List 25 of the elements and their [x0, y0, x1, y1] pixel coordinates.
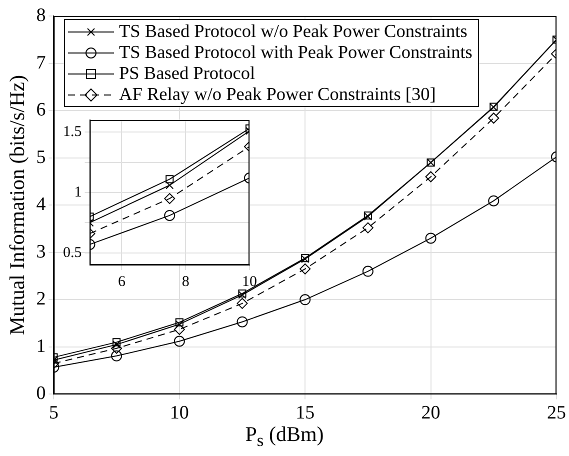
x-tick-label: 6: [118, 274, 126, 290]
x-axis-title: P$_{s}$ (dBm): [244, 422, 325, 452]
y-tick-label: 1: [36, 336, 46, 357]
x-tick-label: 10: [242, 274, 257, 290]
y-tick-label: 8: [36, 4, 46, 26]
y-tick-label: 4: [36, 194, 46, 216]
y-tick-label: 3: [36, 241, 46, 262]
y-tick-label: 6: [36, 100, 46, 121]
x-tick-label: 10: [170, 402, 189, 424]
y-tick-label: 7: [36, 52, 46, 74]
y-tick-label: 0.5: [63, 244, 82, 261]
x-tick-label: 8: [182, 274, 190, 290]
y-tick-label: 5: [36, 146, 46, 168]
y-tick-label: 1: [74, 184, 82, 200]
y-tick-label: 0: [36, 383, 46, 404]
x-tick-label: 25: [547, 402, 566, 424]
x-tick-label: 15: [296, 402, 315, 424]
legend-label: AF Relay w/o Peak Power Constraints [30]: [119, 84, 436, 105]
x-tick-label: 20: [421, 402, 440, 424]
legend-label: TS Based Protocol w/o Peak Power Constraints: [119, 21, 468, 42]
legend-label: PS Based Protocol: [119, 63, 256, 84]
y-axis-title: Mutual Information (bits/s/Hz): [5, 75, 30, 336]
y-tick-label: 1.5: [63, 124, 82, 140]
legend-label: TS Based Protocol with Peak Power Constraints: [119, 42, 472, 63]
y-tick-label: 2: [36, 288, 46, 310]
